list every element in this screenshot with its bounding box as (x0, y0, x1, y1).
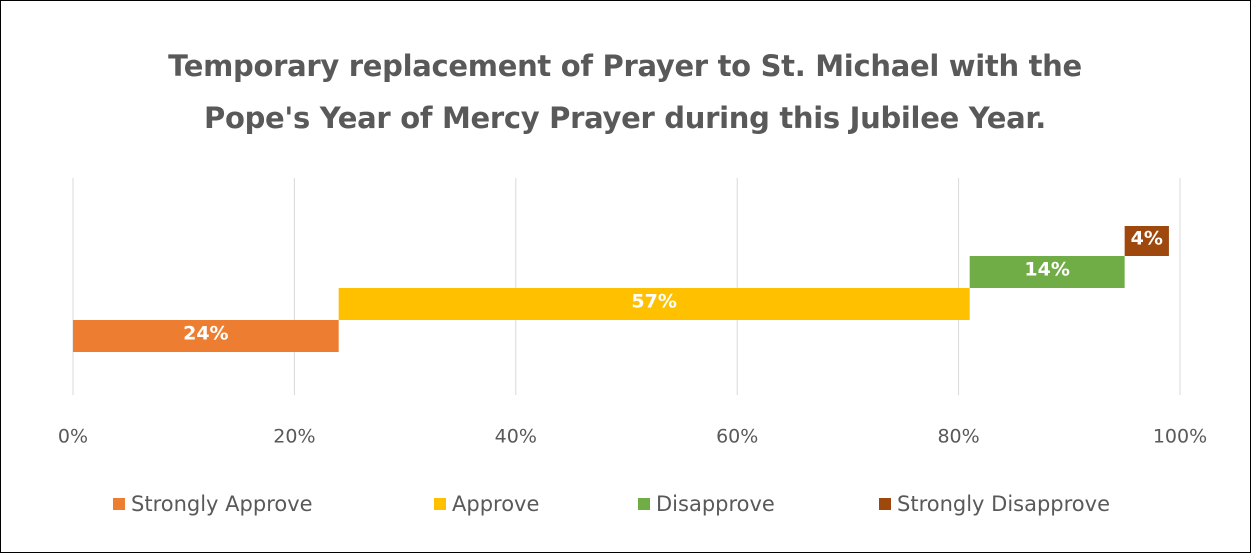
legend-swatch (879, 498, 891, 510)
x-tick-label: 0% (58, 426, 88, 448)
legend-swatch (638, 498, 650, 510)
x-tick-label: 20% (273, 426, 315, 448)
bar (338, 288, 970, 320)
x-tick-label: 60% (716, 426, 758, 448)
bar (969, 256, 1125, 288)
bar (73, 320, 339, 352)
x-tick-label: 100% (1153, 426, 1207, 448)
legend-label: Strongly Approve (131, 492, 313, 516)
x-tick-label: 40% (495, 426, 537, 448)
legend-swatch (113, 498, 125, 510)
data-label: 4% (1131, 228, 1163, 250)
legend-label: Approve (452, 492, 539, 516)
legend-label: Strongly Disapprove (897, 492, 1110, 516)
legend-swatch (434, 498, 446, 510)
chart-title: Temporary replacement of Prayer to St. M… (168, 49, 1082, 135)
x-tick-label: 80% (937, 426, 979, 448)
bar (1124, 226, 1169, 256)
data-label: 14% (1024, 259, 1069, 281)
legend-label: Disapprove (656, 492, 775, 516)
data-label: 57% (631, 291, 676, 313)
data-label: 24% (183, 323, 228, 345)
